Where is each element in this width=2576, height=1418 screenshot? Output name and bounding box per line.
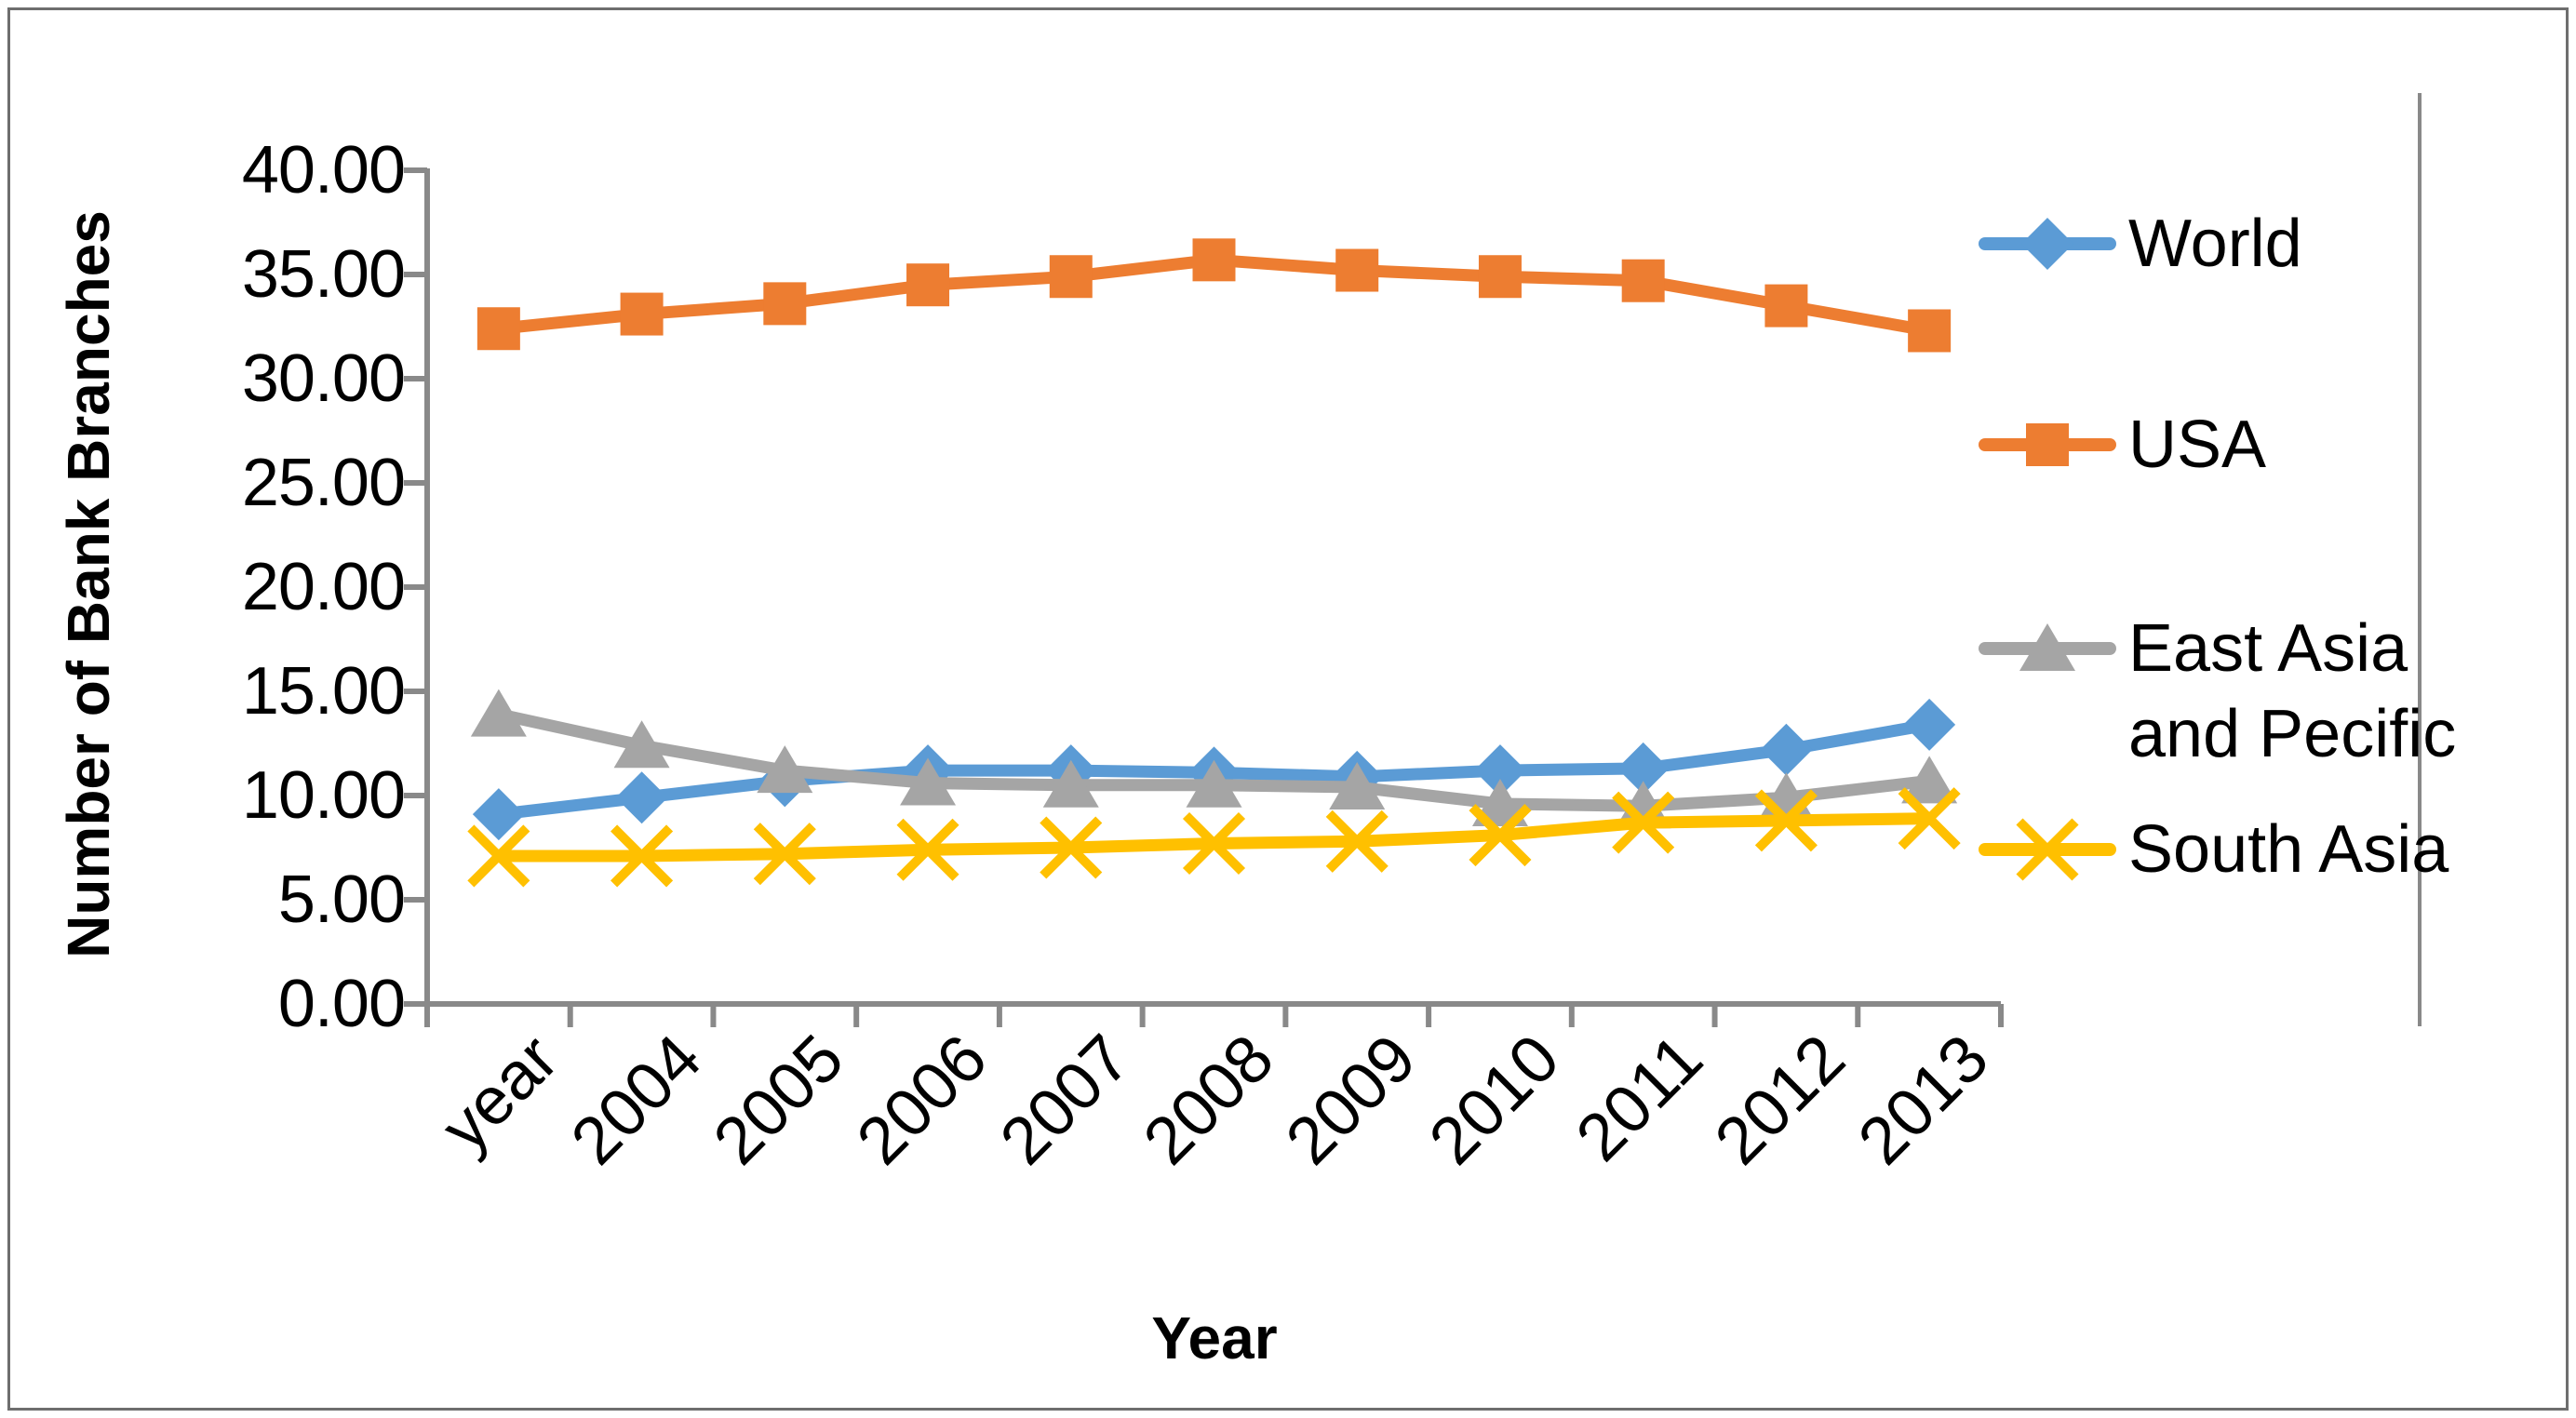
east-asia-and-pecific-series: [470, 689, 1958, 829]
triangle-marker: [2019, 623, 2075, 671]
y-tick-label: 25.00: [241, 446, 406, 520]
x-marker: [1469, 804, 1532, 867]
diamond-marker: [1760, 723, 1813, 776]
square-marker: [476, 307, 520, 351]
triangle-marker: [470, 689, 527, 737]
square-marker: [1192, 238, 1236, 282]
x-marker: [2016, 818, 2079, 881]
legend-label: East Asia: [2128, 611, 2408, 686]
triangle-marker: [757, 745, 813, 794]
x-marker: [1182, 811, 1246, 876]
square-marker: [1908, 309, 1952, 353]
square-marker: [2026, 423, 2069, 466]
triangle-marker: [1329, 762, 1386, 810]
y-tick-label: 30.00: [241, 341, 406, 416]
x-marker: [1898, 787, 1961, 850]
y-tick-label: 5.00: [277, 863, 406, 937]
x-marker: [1612, 791, 1675, 854]
diamond-marker: [472, 788, 525, 841]
x-marker: [753, 823, 816, 886]
triangle-marker: [1471, 778, 1528, 826]
diamond-marker: [2021, 218, 2073, 270]
diamond-marker: [1617, 742, 1670, 795]
square-marker: [1049, 255, 1093, 299]
figure-border: [7, 7, 2569, 1411]
diamond-marker: [1473, 744, 1526, 797]
x-marker: [610, 824, 674, 888]
y-axis-title: Number of Bank Branches: [55, 210, 122, 958]
diamond-marker: [615, 771, 668, 824]
legend-markers: [1979, 218, 2116, 881]
x-marker: [467, 824, 530, 888]
y-tick-label: 10.00: [241, 758, 406, 833]
triangle-marker: [1042, 759, 1099, 808]
square-marker: [1335, 248, 1379, 292]
square-marker: [1621, 259, 1665, 302]
x-marker: [1325, 809, 1389, 873]
square-marker: [1764, 284, 1808, 328]
triangle-marker: [613, 720, 670, 769]
triangle-marker: [1186, 759, 1242, 808]
square-marker: [763, 282, 807, 326]
usa-series: [476, 238, 1952, 353]
y-tick-label: 0.00: [277, 967, 406, 1041]
south-asia-series: [467, 787, 1961, 888]
y-tick-label: 20.00: [241, 550, 406, 624]
legend-label: World: [2128, 207, 2302, 281]
square-marker: [906, 263, 950, 307]
triangle-marker: [1901, 756, 1958, 804]
x-marker: [1754, 789, 1818, 852]
legend-label: USA: [2128, 408, 2267, 482]
diamond-marker: [1903, 698, 1956, 751]
square-marker: [1478, 255, 1522, 299]
x-marker: [1040, 816, 1103, 879]
y-tick-label: 35.00: [241, 237, 406, 312]
x-axis-title: Year: [1151, 1304, 1278, 1371]
axes: [404, 167, 2004, 1027]
triangle-marker: [900, 757, 957, 806]
legend-label: and Pecific: [2128, 697, 2457, 771]
legend-label: South Asia: [2128, 812, 2449, 887]
x-marker: [896, 818, 959, 881]
square-marker: [620, 292, 664, 336]
y-tick-label: 40.00: [241, 133, 406, 207]
y-tick-label: 15.00: [241, 654, 406, 729]
